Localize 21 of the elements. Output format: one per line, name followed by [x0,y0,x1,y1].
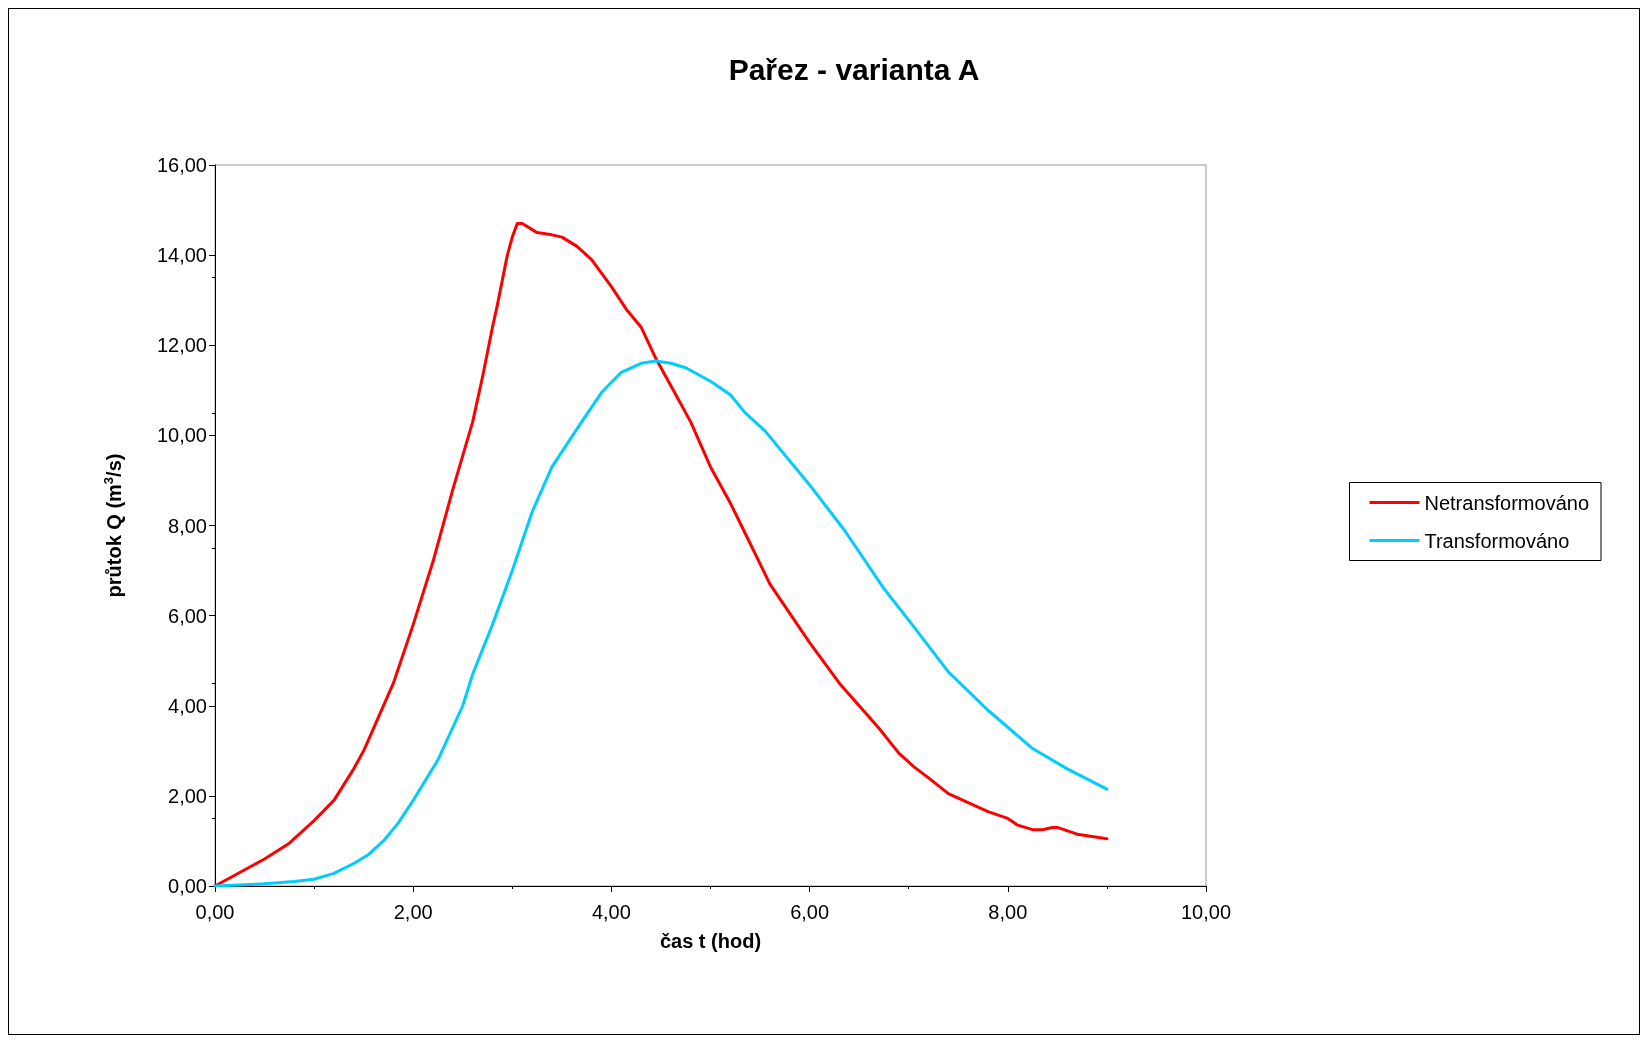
legend-label: Netransformováno [1424,491,1590,514]
y-tick-label: 6,00 [168,604,207,627]
line-series [213,359,1109,888]
x-tick-label: 10,00 [1180,901,1232,923]
y-tick-label: 0,00 [168,875,207,897]
x-tick-label: 2,00 [393,901,433,923]
y-axis-title: průtok Q (m3/s) [101,453,125,598]
chart-title: Pařez - varianta A [728,52,980,86]
y-tick-label: 14,00 [156,244,207,267]
x-tick-label: 8,00 [988,901,1028,923]
x-tick-label: 4,00 [591,901,631,923]
y-tick-label: 2,00 [168,784,207,807]
y-tick-label: 4,00 [168,694,207,717]
x-tick-label: 0,00 [195,901,235,923]
y-tick-label: 12,00 [156,334,207,357]
x-axis-title: čas t (hod) [659,930,762,952]
y-tick-label: 16,00 [156,154,207,176]
y-tick-label: 10,00 [156,424,207,447]
y-tick-label: 8,00 [168,514,207,537]
x-tick-label: 6,00 [790,901,830,923]
legend-label: Transformováno [1424,529,1570,552]
